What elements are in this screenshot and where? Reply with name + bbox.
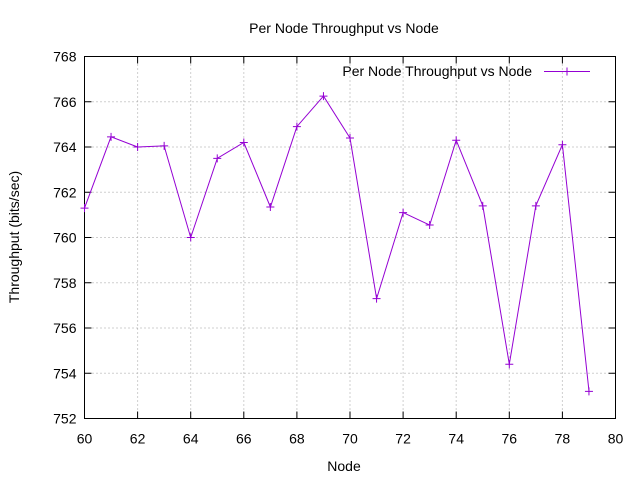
data-point — [213, 154, 222, 163]
data-point — [133, 143, 142, 151]
data-point — [239, 138, 248, 147]
x-tick-label: 80 — [608, 431, 624, 447]
data-point — [80, 204, 89, 213]
plot-frame — [84, 56, 616, 419]
y-tick-label: 758 — [53, 275, 77, 291]
y-tick-label: 754 — [53, 365, 77, 381]
x-tick-label: 60 — [77, 431, 93, 447]
tick-labels: 60 62 64 66 68 70 72 74 76 78 80 752 754 756 758 760 762… — [53, 49, 623, 447]
y-tick-label: 762 — [53, 184, 77, 200]
data-point — [346, 133, 354, 142]
y-tick-label: 756 — [53, 320, 77, 336]
data-point — [584, 387, 593, 396]
x-tick-label: 68 — [289, 431, 305, 447]
legend: Per Node Throughput vs Node — [342, 63, 590, 79]
grid-lines — [84, 56, 616, 419]
data-point — [372, 294, 381, 303]
data-point — [399, 208, 408, 217]
series-layer — [80, 92, 593, 396]
data-point — [107, 132, 116, 141]
x-tick-label: 76 — [502, 431, 518, 447]
x-tick-label: 64 — [183, 431, 199, 447]
data-point — [452, 136, 461, 145]
x-axis-label: Node — [327, 458, 361, 474]
data-point — [319, 92, 328, 101]
data-point — [478, 201, 487, 210]
data-point — [531, 201, 540, 210]
x-tick-label: 62 — [130, 431, 146, 447]
x-tick-label: 66 — [236, 431, 252, 447]
y-tick-label: 760 — [53, 230, 77, 246]
x-tick-label: 78 — [555, 431, 571, 447]
data-point — [505, 360, 514, 369]
series-line — [84, 95, 590, 392]
y-axis-label: Throughput (bits/sec) — [6, 171, 22, 303]
y-tick-label: 768 — [53, 49, 77, 65]
x-tick-label: 70 — [342, 431, 358, 447]
x-tick-label: 72 — [395, 431, 411, 447]
x-tick-label: 74 — [448, 431, 464, 447]
data-point — [160, 141, 169, 150]
y-tick-label: 766 — [53, 94, 77, 110]
y-tick-label: 764 — [53, 139, 77, 155]
y-tick-label: 752 — [53, 411, 77, 427]
legend-label: Per Node Throughput vs Node — [342, 63, 532, 79]
chart-title: Per Node Throughput vs Node — [249, 20, 439, 36]
data-point — [558, 140, 567, 149]
data-point — [425, 221, 434, 230]
legend-marker — [563, 67, 571, 76]
data-point — [186, 233, 195, 242]
data-point — [266, 202, 275, 211]
legend-plus-marker — [563, 67, 571, 76]
data-point — [292, 122, 301, 131]
